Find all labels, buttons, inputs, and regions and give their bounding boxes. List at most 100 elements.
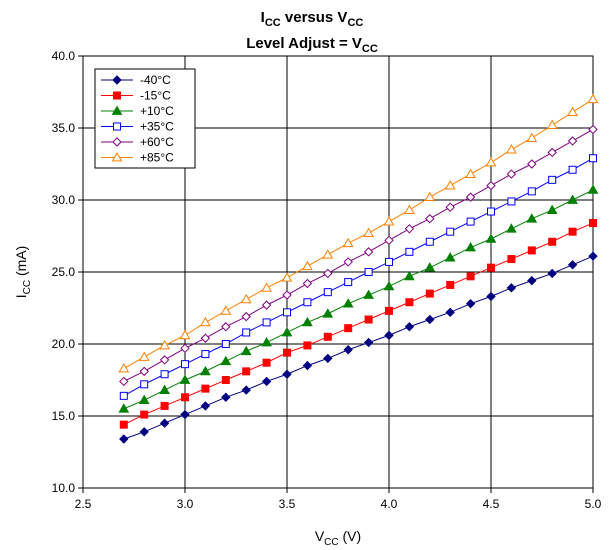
legend-label: -40°C <box>140 73 171 87</box>
data-point <box>547 147 557 158</box>
data-point <box>242 367 251 376</box>
data-point <box>240 345 252 356</box>
data-point <box>363 337 374 348</box>
data-point <box>201 384 210 393</box>
data-point <box>425 237 434 246</box>
data-point <box>404 322 415 332</box>
data-point <box>445 202 455 212</box>
legend-marker <box>111 105 123 115</box>
series-line <box>123 157 594 397</box>
data-point <box>302 360 313 371</box>
data-point <box>282 290 292 300</box>
data-point <box>385 306 393 315</box>
data-point <box>548 175 557 184</box>
data-point <box>160 401 169 410</box>
data-point <box>589 154 597 163</box>
data-point <box>506 283 517 293</box>
y-tick-label: 30.0 <box>52 193 76 207</box>
data-point <box>446 280 455 289</box>
data-point <box>242 328 251 337</box>
data-point <box>181 393 189 402</box>
series-1 <box>119 251 598 444</box>
data-point <box>588 251 598 261</box>
data-point <box>241 385 251 395</box>
data-point <box>405 247 414 256</box>
data-point <box>465 192 476 202</box>
data-point <box>548 237 557 246</box>
data-point <box>303 341 312 350</box>
data-point <box>200 316 211 327</box>
data-point <box>221 322 231 332</box>
data-point <box>527 159 537 169</box>
data-point <box>546 204 558 214</box>
data-point <box>342 237 354 248</box>
data-point <box>200 401 211 411</box>
legend-marker <box>113 91 121 100</box>
data-point <box>261 282 272 292</box>
data-point <box>589 219 597 228</box>
data-point <box>526 132 538 142</box>
x-tick-label: 4.5 <box>483 497 500 511</box>
data-point <box>444 252 456 262</box>
data-point <box>221 340 230 348</box>
x-axis-label: VCC (V) <box>315 528 361 548</box>
data-point <box>507 197 516 206</box>
data-point <box>507 255 516 264</box>
data-point <box>302 260 313 271</box>
data-point <box>179 329 191 340</box>
data-point <box>445 307 455 318</box>
data-point <box>364 268 373 276</box>
data-point <box>404 224 415 234</box>
y-axis-label: ICC (mA) <box>13 246 33 299</box>
data-point <box>322 249 334 259</box>
data-point <box>404 270 415 281</box>
data-point <box>546 119 558 129</box>
data-point <box>363 247 374 257</box>
x-tick-label: 2.5 <box>75 497 92 511</box>
data-point <box>526 213 538 223</box>
legend-label: +35°C <box>140 120 174 134</box>
chart-subtitle: Level Adjust = VCC <box>246 35 378 55</box>
data-point <box>119 391 128 400</box>
data-point <box>281 326 293 337</box>
data-point <box>140 380 149 389</box>
x-tick-label: 5.0 <box>585 497 602 511</box>
data-point <box>342 298 354 308</box>
legend-label: -15°C <box>140 89 171 103</box>
series-line <box>123 255 594 440</box>
data-point <box>466 272 475 281</box>
data-point <box>568 165 577 174</box>
data-point <box>383 280 395 291</box>
data-point <box>283 308 291 317</box>
data-point <box>364 315 373 324</box>
legend-item: +60°C <box>101 135 174 149</box>
legend-label: +60°C <box>140 135 174 149</box>
x-tick-label: 4.0 <box>381 497 398 511</box>
y-tick-label: 20.0 <box>52 337 76 351</box>
y-tick-label: 40.0 <box>52 49 76 63</box>
data-point <box>322 308 334 318</box>
series-5 <box>119 124 598 387</box>
data-point <box>587 184 599 194</box>
data-point <box>221 392 231 402</box>
series-6 <box>118 93 599 373</box>
data-point <box>567 194 578 204</box>
x-tick-label: 3.5 <box>279 497 296 511</box>
data-point <box>465 168 476 178</box>
data-point <box>363 227 374 237</box>
data-point <box>140 410 149 419</box>
y-tick-label: 15.0 <box>52 409 76 423</box>
data-point <box>139 366 149 377</box>
data-point <box>262 358 271 367</box>
y-tick-label: 10.0 <box>52 481 76 495</box>
data-point <box>425 289 434 298</box>
data-point <box>302 278 313 289</box>
data-point <box>506 144 517 154</box>
data-point <box>465 298 476 309</box>
legend-marker <box>112 137 122 147</box>
legend-item: +35°C <box>101 120 174 134</box>
data-point <box>221 376 230 384</box>
data-point <box>119 434 129 444</box>
data-point <box>385 257 393 266</box>
